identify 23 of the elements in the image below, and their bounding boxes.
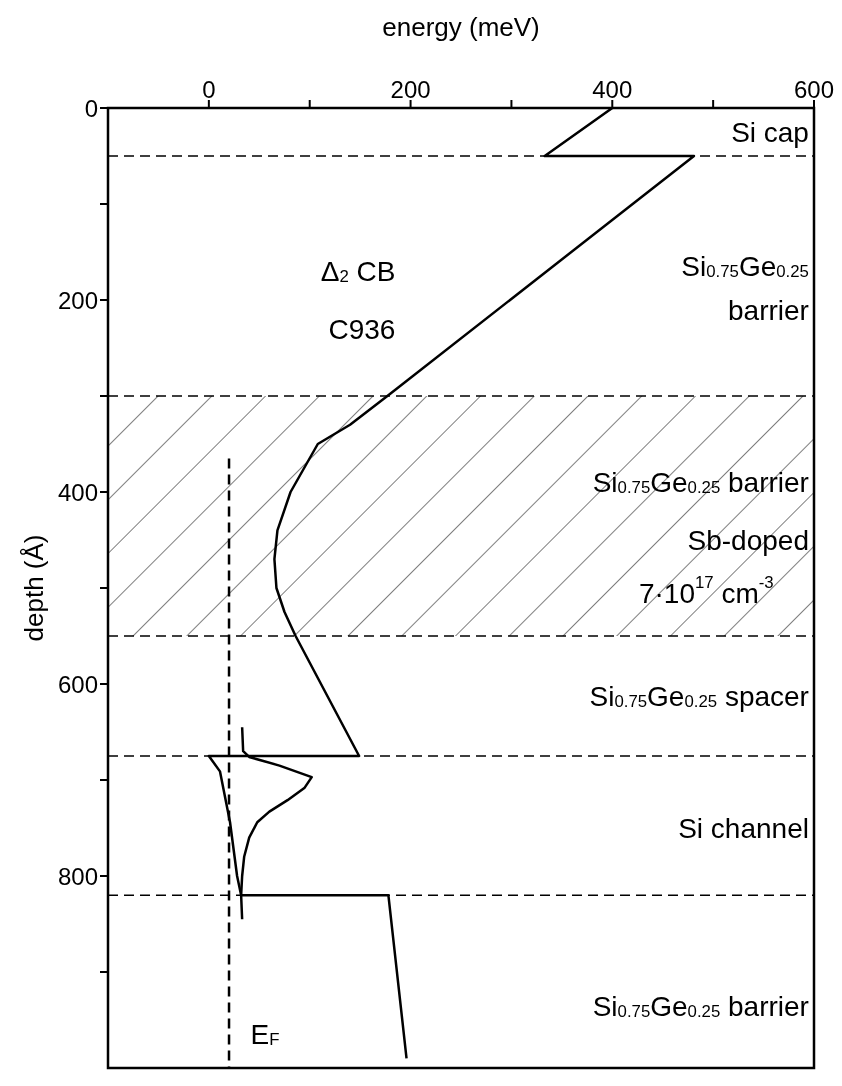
annotation: 7·10$^{17}$ cm$^{-3}$	[638, 573, 774, 609]
annotation: Δ$_{2}$ CB	[320, 255, 396, 287]
x-tick-label: 0	[202, 76, 216, 103]
x-tick-label: 600	[793, 76, 835, 103]
y-tick-label: 0	[84, 94, 98, 122]
y-tick-label: 800	[57, 862, 98, 890]
annotation: Si$_{0.75}$Ge$_{0.25}$ barrier	[592, 466, 809, 498]
x-tick-label: 200	[390, 76, 431, 103]
y-tick-label: 400	[57, 478, 98, 506]
annotation: Si channel	[678, 812, 809, 844]
x-tick-label: 400	[592, 76, 633, 103]
annotation: Si$_{0.75}$Ge$_{0.25}$ spacer	[589, 680, 809, 712]
annotation: Si cap	[731, 116, 809, 148]
x-axis-title: energy (meV)	[382, 12, 540, 43]
annotation: Sb-doped	[687, 524, 809, 556]
y-tick-label: 200	[57, 286, 98, 314]
annotation: E$_{F}$	[250, 1018, 280, 1050]
y-tick-label: 600	[57, 670, 98, 698]
annotation: barrier	[728, 294, 809, 326]
annotation: Si$_{0.75}$Ge$_{0.25}$	[681, 250, 809, 282]
annotation: C936	[328, 313, 396, 345]
y-axis-title: depth (Å)	[19, 534, 50, 642]
annotation: Si$_{0.75}$Ge$_{0.25}$ barrier	[592, 990, 809, 1022]
